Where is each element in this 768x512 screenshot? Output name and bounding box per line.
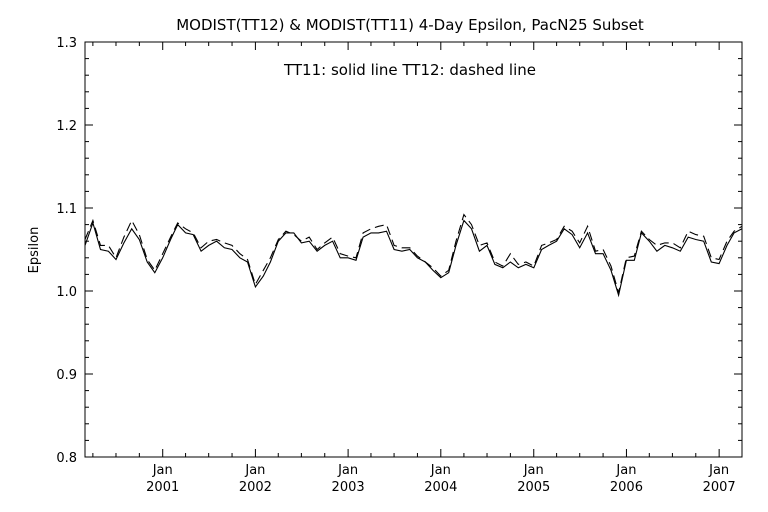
x-tick-year-label: 2006 <box>610 480 643 495</box>
series-layer <box>84 213 743 298</box>
x-tick-month-label: Jan <box>337 463 358 478</box>
chart-annotation: TT11: solid line TT12: dashed line <box>283 61 536 79</box>
x-tick-month-label: Jan <box>430 463 451 478</box>
y-tick-label: 1.3 <box>56 36 77 51</box>
y-tick-label: 0.8 <box>56 451 77 466</box>
y-tick-label: 1.2 <box>56 119 77 134</box>
series-line-tt12 <box>84 213 743 293</box>
x-tick-month-label: Jan <box>523 463 544 478</box>
y-axis: 0.8 0.9 1.0 1.1 1.2 1.3 <box>56 36 742 466</box>
x-tick-month-label: Jan <box>244 463 265 478</box>
y-tick-label: 1.0 <box>56 285 77 300</box>
x-tick-year-label: 2007 <box>703 480 736 495</box>
x-tick-year-label: 2002 <box>239 480 272 495</box>
x-tick-year-label: 2001 <box>146 480 179 495</box>
x-tick-year-label: 2003 <box>332 480 365 495</box>
plot-frame <box>84 41 743 458</box>
x-tick-month-label: Jan <box>615 463 636 478</box>
y-axis-label: Epsilon <box>27 227 42 274</box>
x-tick-month-label: Jan <box>152 463 173 478</box>
x-tick-year-label: 2005 <box>517 480 550 495</box>
x-tick-year-label: 2004 <box>424 480 457 495</box>
series-line-tt11 <box>84 219 743 298</box>
y-tick-label: 0.9 <box>56 368 77 383</box>
y-tick-label: 1.1 <box>56 202 77 217</box>
chart-title: MODIST(TT12) & MODIST(TT11) 4-Day Epsilo… <box>176 16 644 34</box>
x-axis: Jan 2001 Jan 2002 Jan 2003 Jan 2004 Jan 2005 Jan 20… <box>92 42 736 495</box>
x-tick-month-label: Jan <box>708 463 729 478</box>
